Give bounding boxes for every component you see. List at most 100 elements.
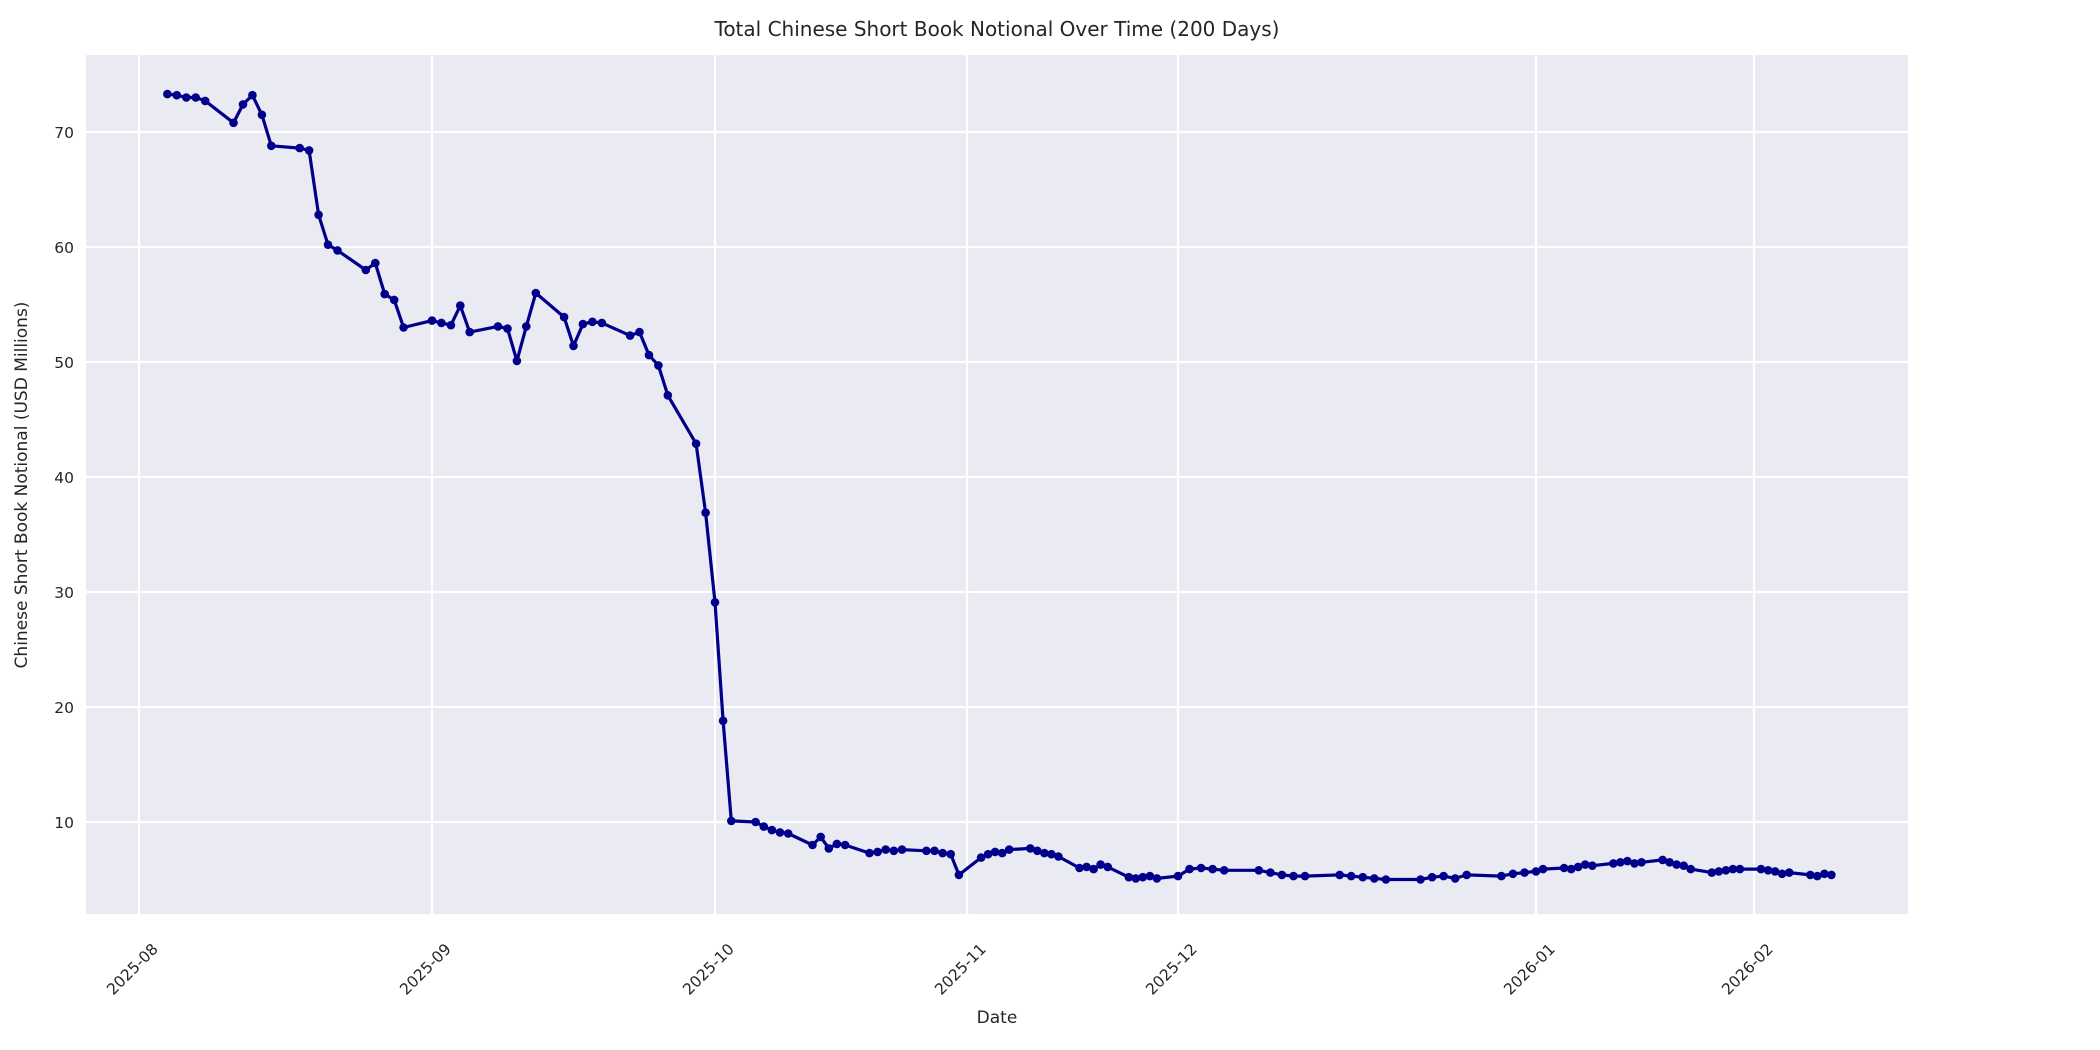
data-point [865,848,874,858]
data-point [1103,862,1112,872]
data-point [1370,874,1379,883]
data-point [759,822,769,831]
data-point [997,848,1007,858]
data-point [775,828,785,837]
data-point [1707,868,1717,877]
data-point [1756,864,1766,874]
data-point [1173,871,1183,881]
data-point [783,829,793,838]
data-point [1124,872,1134,882]
y-tick-label: 10 [54,814,74,832]
data-point [399,323,408,332]
data-point [371,258,380,268]
data-point [1254,866,1264,875]
data-point [493,322,503,331]
data-point [1277,870,1287,880]
data-point [727,816,736,826]
data-point [1219,866,1229,875]
data-point [248,90,257,100]
data-point [314,210,323,220]
x-tick-label: 2026-01 [1500,940,1559,999]
data-point [1728,864,1738,874]
data-point [1289,871,1298,881]
y-tick-label: 50 [54,354,74,372]
data-point [824,844,834,853]
data-point [578,319,588,329]
data-point [654,361,663,370]
data-point [1806,870,1815,880]
x-axis-label: Date [977,1008,1018,1028]
x-tick-label: 2025-08 [103,940,162,999]
data-point [1358,872,1368,882]
data-point [1770,867,1780,876]
data-point [1196,863,1206,873]
data-point [191,93,200,102]
data-point [503,324,512,333]
data-point [881,845,890,854]
data-point [1462,870,1471,880]
data-point [644,350,654,360]
data-point [1827,870,1836,880]
data-point [267,141,276,151]
data-point [1208,864,1217,874]
data-point [238,100,248,109]
data-point [1026,844,1035,853]
data-point [1531,867,1541,876]
data-point [691,439,701,449]
data-point [954,870,964,880]
data-point [897,845,907,854]
data-point [323,240,333,249]
data-point [922,846,931,856]
data-point [1082,862,1091,872]
data-point [229,118,238,128]
data-point [751,817,760,827]
data-point [816,832,825,842]
data-point [512,356,522,366]
data-point [1300,871,1310,881]
data-point [1679,861,1688,870]
data-point [663,391,673,400]
data-point [1089,864,1098,874]
x-tick-label: 2025-09 [396,940,455,999]
data-point [1497,871,1506,881]
data-point [1335,870,1344,880]
data-point [1777,869,1787,879]
data-point [437,318,446,328]
y-tick-label: 60 [54,239,74,257]
data-point [625,331,635,340]
data-point [946,849,955,859]
data-point [1266,868,1275,877]
y-tick-label: 20 [54,699,74,717]
data-point [1623,856,1632,866]
data-point [1630,859,1639,868]
data-point [1573,862,1583,872]
data-point [930,846,939,856]
data-point [1559,863,1569,873]
data-point [889,846,899,856]
data-point [1040,848,1049,858]
data-point [938,848,947,858]
data-point [1686,864,1695,874]
data-point [588,317,597,327]
data-point [1820,869,1829,879]
data-point [1508,869,1518,879]
data-point [976,853,986,862]
data-point [990,847,1000,857]
data-point [1138,872,1148,882]
data-point [1520,868,1529,877]
data-point [1145,871,1155,881]
plot-area [86,55,1908,914]
data-point [1665,858,1674,867]
data-series [163,89,1836,884]
data-point [1714,867,1724,876]
data-point [1672,860,1681,869]
data-point [1004,845,1014,854]
data-point [456,301,465,310]
data-point [1609,859,1618,868]
data-point [873,847,882,857]
x-tick-label: 2025-11 [931,940,990,999]
data-point [1580,860,1590,869]
data-point [333,246,342,255]
data-point [1047,849,1056,859]
